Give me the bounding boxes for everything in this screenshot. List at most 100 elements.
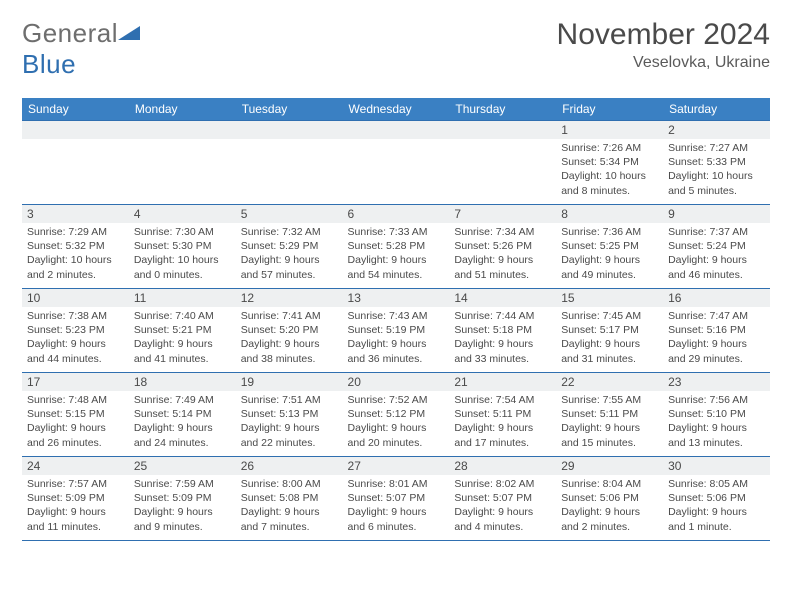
weekday-header-row: Sunday Monday Tuesday Wednesday Thursday… [22, 98, 770, 121]
daylight-text: Daylight: 9 hours and 4 minutes. [454, 505, 551, 533]
day-number [343, 121, 450, 139]
day-detail: Sunrise: 7:41 AMSunset: 5:20 PMDaylight:… [236, 307, 343, 370]
daylight-text: Daylight: 9 hours and 15 minutes. [561, 421, 658, 449]
day-number: 27 [343, 457, 450, 475]
calendar-cell: 5Sunrise: 7:32 AMSunset: 5:29 PMDaylight… [236, 205, 343, 289]
calendar-row: 1Sunrise: 7:26 AMSunset: 5:34 PMDaylight… [22, 121, 770, 205]
daylight-text: Daylight: 9 hours and 6 minutes. [348, 505, 445, 533]
daylight-text: Daylight: 10 hours and 2 minutes. [27, 253, 124, 281]
day-number: 29 [556, 457, 663, 475]
sunrise-text: Sunrise: 7:52 AM [348, 393, 445, 407]
sunrise-text: Sunrise: 7:59 AM [134, 477, 231, 491]
calendar-cell: 11Sunrise: 7:40 AMSunset: 5:21 PMDayligh… [129, 289, 236, 373]
sunset-text: Sunset: 5:18 PM [454, 323, 551, 337]
sunset-text: Sunset: 5:29 PM [241, 239, 338, 253]
sunrise-text: Sunrise: 7:34 AM [454, 225, 551, 239]
day-detail: Sunrise: 8:05 AMSunset: 5:06 PMDaylight:… [663, 475, 770, 538]
calendar-cell: 2Sunrise: 7:27 AMSunset: 5:33 PMDaylight… [663, 121, 770, 205]
day-detail: Sunrise: 7:29 AMSunset: 5:32 PMDaylight:… [22, 223, 129, 286]
day-number [129, 121, 236, 139]
sunset-text: Sunset: 5:06 PM [668, 491, 765, 505]
calendar-cell: 25Sunrise: 7:59 AMSunset: 5:09 PMDayligh… [129, 457, 236, 541]
daylight-text: Daylight: 9 hours and 29 minutes. [668, 337, 765, 365]
sunset-text: Sunset: 5:10 PM [668, 407, 765, 421]
sunset-text: Sunset: 5:14 PM [134, 407, 231, 421]
calendar-cell: 1Sunrise: 7:26 AMSunset: 5:34 PMDaylight… [556, 121, 663, 205]
sunset-text: Sunset: 5:11 PM [454, 407, 551, 421]
sunset-text: Sunset: 5:23 PM [27, 323, 124, 337]
calendar-row: 10Sunrise: 7:38 AMSunset: 5:23 PMDayligh… [22, 289, 770, 373]
sunrise-text: Sunrise: 7:32 AM [241, 225, 338, 239]
calendar-cell: 4Sunrise: 7:30 AMSunset: 5:30 PMDaylight… [129, 205, 236, 289]
calendar-cell [22, 121, 129, 205]
sunrise-text: Sunrise: 7:57 AM [27, 477, 124, 491]
day-number [236, 121, 343, 139]
calendar-cell: 22Sunrise: 7:55 AMSunset: 5:11 PMDayligh… [556, 373, 663, 457]
daylight-text: Daylight: 9 hours and 54 minutes. [348, 253, 445, 281]
day-number: 28 [449, 457, 556, 475]
calendar-cell: 10Sunrise: 7:38 AMSunset: 5:23 PMDayligh… [22, 289, 129, 373]
sunrise-text: Sunrise: 7:29 AM [27, 225, 124, 239]
calendar-body: 1Sunrise: 7:26 AMSunset: 5:34 PMDaylight… [22, 121, 770, 541]
sunset-text: Sunset: 5:19 PM [348, 323, 445, 337]
calendar-cell: 23Sunrise: 7:56 AMSunset: 5:10 PMDayligh… [663, 373, 770, 457]
day-detail: Sunrise: 7:47 AMSunset: 5:16 PMDaylight:… [663, 307, 770, 370]
calendar-cell: 9Sunrise: 7:37 AMSunset: 5:24 PMDaylight… [663, 205, 770, 289]
daylight-text: Daylight: 9 hours and 22 minutes. [241, 421, 338, 449]
day-number: 22 [556, 373, 663, 391]
calendar-cell [449, 121, 556, 205]
day-number: 10 [22, 289, 129, 307]
brand-part1: General [22, 18, 118, 48]
day-detail: Sunrise: 8:01 AMSunset: 5:07 PMDaylight:… [343, 475, 450, 538]
brand-logo: General Blue [22, 18, 140, 80]
day-number: 18 [129, 373, 236, 391]
daylight-text: Daylight: 9 hours and 17 minutes. [454, 421, 551, 449]
day-detail: Sunrise: 7:45 AMSunset: 5:17 PMDaylight:… [556, 307, 663, 370]
day-number: 4 [129, 205, 236, 223]
daylight-text: Daylight: 9 hours and 46 minutes. [668, 253, 765, 281]
daylight-text: Daylight: 9 hours and 11 minutes. [27, 505, 124, 533]
day-number: 13 [343, 289, 450, 307]
sunset-text: Sunset: 5:26 PM [454, 239, 551, 253]
day-number: 20 [343, 373, 450, 391]
calendar-cell: 17Sunrise: 7:48 AMSunset: 5:15 PMDayligh… [22, 373, 129, 457]
day-detail: Sunrise: 7:36 AMSunset: 5:25 PMDaylight:… [556, 223, 663, 286]
daylight-text: Daylight: 9 hours and 24 minutes. [134, 421, 231, 449]
day-detail: Sunrise: 7:52 AMSunset: 5:12 PMDaylight:… [343, 391, 450, 454]
sunset-text: Sunset: 5:07 PM [348, 491, 445, 505]
col-monday: Monday [129, 98, 236, 121]
sunrise-text: Sunrise: 7:54 AM [454, 393, 551, 407]
sunrise-text: Sunrise: 7:41 AM [241, 309, 338, 323]
day-detail: Sunrise: 8:02 AMSunset: 5:07 PMDaylight:… [449, 475, 556, 538]
sunset-text: Sunset: 5:06 PM [561, 491, 658, 505]
calendar-cell [236, 121, 343, 205]
sunset-text: Sunset: 5:07 PM [454, 491, 551, 505]
sunrise-text: Sunrise: 7:36 AM [561, 225, 658, 239]
day-detail: Sunrise: 7:33 AMSunset: 5:28 PMDaylight:… [343, 223, 450, 286]
daylight-text: Daylight: 9 hours and 44 minutes. [27, 337, 124, 365]
daylight-text: Daylight: 9 hours and 7 minutes. [241, 505, 338, 533]
calendar-cell: 27Sunrise: 8:01 AMSunset: 5:07 PMDayligh… [343, 457, 450, 541]
day-number: 11 [129, 289, 236, 307]
col-tuesday: Tuesday [236, 98, 343, 121]
sunrise-text: Sunrise: 7:55 AM [561, 393, 658, 407]
sunset-text: Sunset: 5:25 PM [561, 239, 658, 253]
sunset-text: Sunset: 5:09 PM [27, 491, 124, 505]
day-number: 9 [663, 205, 770, 223]
daylight-text: Daylight: 9 hours and 49 minutes. [561, 253, 658, 281]
day-number: 6 [343, 205, 450, 223]
calendar-cell: 21Sunrise: 7:54 AMSunset: 5:11 PMDayligh… [449, 373, 556, 457]
sunrise-text: Sunrise: 8:00 AM [241, 477, 338, 491]
sunset-text: Sunset: 5:12 PM [348, 407, 445, 421]
calendar-cell: 26Sunrise: 8:00 AMSunset: 5:08 PMDayligh… [236, 457, 343, 541]
calendar-cell: 30Sunrise: 8:05 AMSunset: 5:06 PMDayligh… [663, 457, 770, 541]
sunset-text: Sunset: 5:17 PM [561, 323, 658, 337]
daylight-text: Daylight: 9 hours and 20 minutes. [348, 421, 445, 449]
day-number: 26 [236, 457, 343, 475]
day-detail: Sunrise: 7:55 AMSunset: 5:11 PMDaylight:… [556, 391, 663, 454]
daylight-text: Daylight: 10 hours and 0 minutes. [134, 253, 231, 281]
day-number: 19 [236, 373, 343, 391]
day-number: 3 [22, 205, 129, 223]
day-number: 16 [663, 289, 770, 307]
sunrise-text: Sunrise: 7:49 AM [134, 393, 231, 407]
